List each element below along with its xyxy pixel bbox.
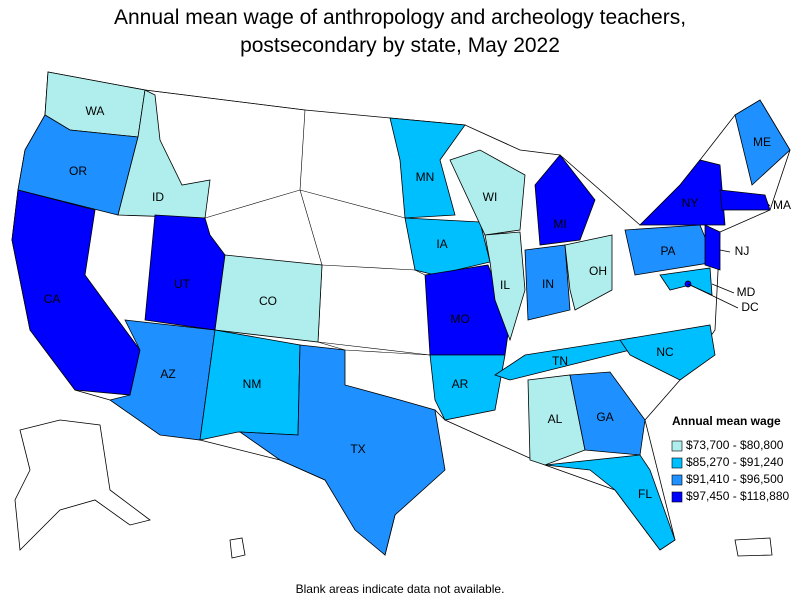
- state-label: NM: [243, 377, 262, 391]
- states: WA OR CA ID UT AZ CO NM TX MN IA MO AR WI IL MI IN OH TN AL…: [11, 71, 791, 556]
- state: [564, 234, 613, 311]
- state-label: IL: [500, 278, 510, 292]
- state: [704, 224, 721, 271]
- state-label: NC: [656, 345, 674, 359]
- state-label: OH: [589, 264, 607, 278]
- footnote: Blank areas indicate data not available.: [296, 582, 505, 596]
- state-label: PA: [660, 244, 675, 258]
- leader-line: [767, 203, 771, 207]
- state: [214, 254, 323, 343]
- state-label: DC: [741, 300, 759, 314]
- state-label: WA: [86, 104, 105, 118]
- legend-label: $91,410 - $96,500: [686, 472, 784, 486]
- state-label: IA: [436, 237, 447, 251]
- state: [534, 154, 596, 246]
- legend-label: $97,450 - $118,880: [686, 489, 790, 503]
- state-label: FL: [638, 487, 652, 501]
- state-label: UT: [174, 277, 191, 291]
- state: [734, 99, 791, 186]
- state-label: MA: [773, 198, 791, 212]
- state: [238, 344, 446, 556]
- legend-swatch: [671, 491, 683, 503]
- state-label: MD: [737, 285, 756, 299]
- leader-line: [687, 283, 739, 309]
- state-label: ME: [753, 135, 771, 149]
- state: [117, 89, 211, 219]
- state-label: CO: [259, 294, 277, 308]
- state: [389, 117, 466, 219]
- state-label: AR: [452, 377, 469, 391]
- state-border: [204, 189, 406, 219]
- state-label: TX: [350, 442, 365, 456]
- state-label: GA: [596, 410, 613, 424]
- state: [527, 374, 586, 466]
- legend-label: $73,700 - $80,800: [686, 438, 784, 452]
- leader-line: [719, 249, 731, 253]
- state-label: ID: [152, 190, 164, 204]
- state-label: WI: [483, 190, 498, 204]
- state-label: MI: [553, 217, 566, 231]
- state: [424, 264, 511, 356]
- legend-label: $85,270 - $91,240: [686, 455, 784, 469]
- state: [639, 159, 726, 226]
- legend-swatch: [671, 440, 683, 452]
- legend-swatch: [671, 474, 683, 486]
- state: [524, 244, 571, 321]
- alaska: [14, 419, 151, 551]
- state: [449, 149, 526, 236]
- state-label: IN: [542, 277, 554, 291]
- legend-title: Annual mean wage: [672, 414, 781, 428]
- state-label: NY: [682, 196, 699, 210]
- state: [484, 231, 526, 342]
- state: [569, 371, 646, 456]
- state: [429, 354, 506, 421]
- state-label: TN: [552, 354, 568, 368]
- state-label: MN: [416, 170, 435, 184]
- state-label: AZ: [160, 367, 175, 381]
- state: [619, 324, 716, 381]
- puerto-rico: [734, 537, 773, 557]
- state-label: OR: [69, 164, 87, 178]
- leader-line: [711, 283, 735, 294]
- state-label: AL: [548, 412, 563, 426]
- state: [404, 217, 491, 276]
- state-label: MO: [450, 312, 469, 326]
- legend-swatch: [671, 457, 683, 469]
- state: [544, 454, 676, 551]
- state-label: CA: [44, 292, 61, 306]
- state: [719, 189, 771, 211]
- map-title: Annual mean wage of anthropology and arc…: [113, 6, 687, 57]
- state-label: NJ: [735, 244, 750, 258]
- legend: Annual mean wage $73,700 - $80,800 $85,27…: [671, 414, 790, 503]
- hawaii: [229, 537, 246, 559]
